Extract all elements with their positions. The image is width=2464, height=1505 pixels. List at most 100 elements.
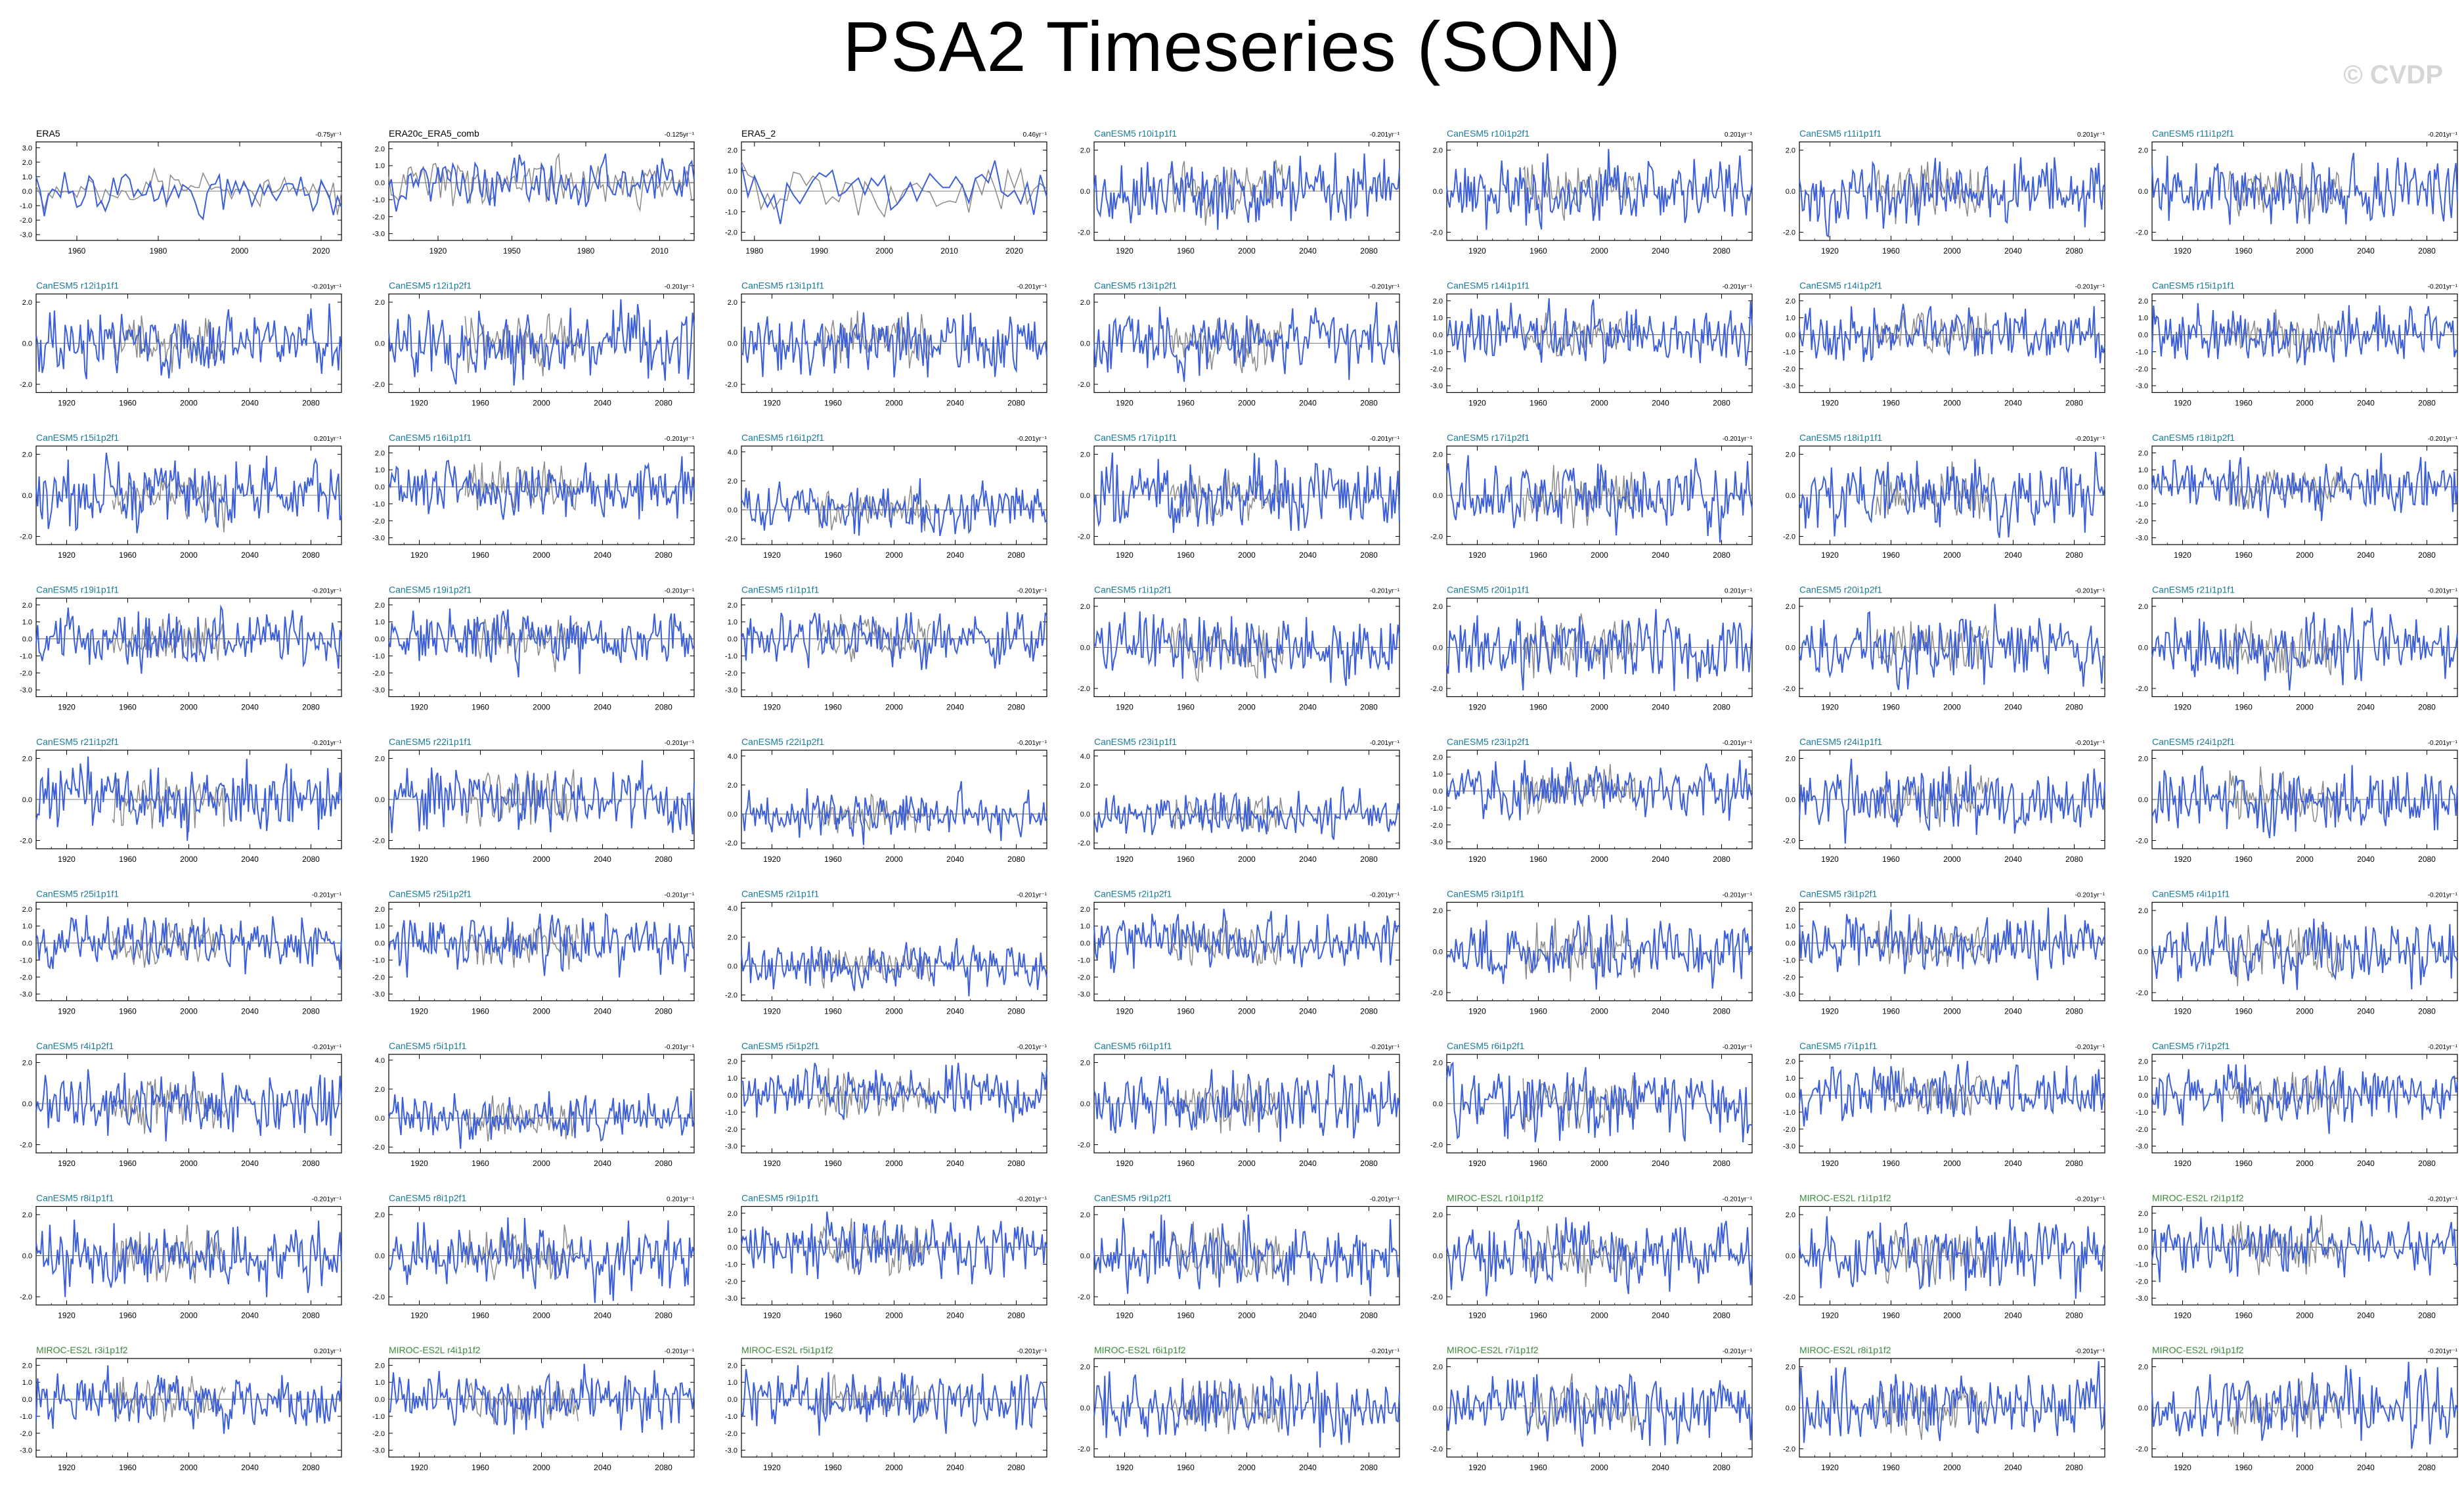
x-tick-label: 1980: [150, 246, 167, 256]
trend-label: -0.201yr⁻¹: [1370, 131, 1400, 139]
y-tick-label: 0.0: [1080, 1100, 1090, 1108]
trend-label: -0.201yr⁻¹: [1017, 892, 1047, 899]
series-line: [1446, 298, 1753, 367]
panel-title: CanESM5 r18i1p2f1: [2152, 432, 2235, 443]
y-tick-label: 2.0: [1786, 603, 1795, 611]
y-tick-label: 2.0: [728, 1210, 737, 1218]
panel-title: CanESM5 r21i1p2f1: [36, 736, 119, 747]
x-tick-label: 2040: [2357, 1463, 2375, 1472]
x-tick-label: 2080: [1360, 1007, 1378, 1016]
trend-label: -0.201yr⁻¹: [2075, 436, 2105, 443]
y-tick-label: 1.0: [375, 466, 385, 474]
chart-panel: CanESM5 r25i1p1f1 -0.201yr⁻¹ 2.0 1.0 0.0 -1.0…: [20, 889, 342, 1016]
x-tick-label: 2080: [2418, 1463, 2436, 1472]
trend-label: -0.201yr⁻¹: [312, 284, 342, 291]
x-tick-label: 1920: [58, 703, 76, 712]
trend-label: 0.201yr⁻¹: [314, 436, 342, 443]
panel-title: MIROC-ES2L r7i1p1f2: [1447, 1345, 1539, 1355]
x-tick-label: 1920: [58, 550, 76, 560]
panel-title: ERA5: [36, 128, 60, 139]
chart-panel: CanESM5 r19i1p2f1 -0.201yr⁻¹ 2.0 1.0 0.0 -1.0…: [372, 585, 695, 712]
x-tick-label: 1960: [2235, 1007, 2253, 1016]
y-tick-label: 0.0: [375, 1396, 385, 1404]
obs-series-line: [2228, 621, 2342, 675]
y-tick-label: -3.0: [372, 1447, 385, 1455]
page-title: PSA2 Timeseries (SON): [843, 7, 1621, 86]
x-tick-label: 2000: [1238, 246, 1256, 256]
obs-series-line: [112, 618, 227, 661]
x-tick-label: 2040: [241, 1159, 259, 1168]
x-tick-label: 2080: [1007, 855, 1025, 864]
chart-panel: CanESM5 r8i1p2f1 0.201yr⁻¹ 2.0 0.0 -2.0 1920 1…: [372, 1193, 695, 1320]
x-tick-label: 1960: [2235, 1311, 2253, 1320]
x-tick-label: 1960: [2235, 1463, 2253, 1472]
x-tick-label: 1960: [119, 1311, 137, 1320]
series-line: [1093, 453, 1400, 533]
y-tick-label: 2.0: [22, 906, 32, 914]
x-tick-label: 1960: [119, 1463, 137, 1472]
panel-title: MIROC-ES2L r5i1p1f2: [741, 1345, 833, 1355]
y-tick-label: -3.0: [20, 991, 32, 999]
y-tick-label: -2.0: [725, 840, 737, 847]
x-tick-label: 2000: [885, 1159, 903, 1168]
x-tick-label: 2000: [2296, 855, 2314, 864]
y-tick-label: 0.0: [375, 636, 385, 644]
x-tick-label: 2020: [1005, 246, 1023, 256]
x-tick-label: 2040: [594, 1463, 611, 1472]
y-tick-label: -3.0: [1783, 382, 1795, 390]
x-tick-label: 2040: [946, 1311, 964, 1320]
x-tick-label: 2040: [946, 399, 964, 408]
obs-series-line: [1875, 918, 1990, 967]
x-tick-label: 1920: [2174, 1311, 2191, 1320]
x-tick-label: 2080: [2065, 1007, 2083, 1016]
x-tick-label: 1960: [2235, 1159, 2253, 1168]
plot-frame: [388, 901, 695, 1002]
chart-panel: MIROC-ES2L r7i1p1f2 -0.201yr⁻¹ 2.0 0.0 -2.0 1…: [1430, 1345, 1753, 1472]
x-tick-label: 2000: [1238, 399, 1256, 408]
y-tick-label: -3.0: [2136, 535, 2148, 543]
y-tick-label: 4.0: [728, 449, 737, 457]
x-tick-label: 1960: [1882, 550, 1900, 560]
chart-panel: MIROC-ES2L r5i1p1f2 -0.201yr⁻¹ 2.0 1.0 0.0 -1…: [725, 1345, 1047, 1472]
x-tick-label: 1960: [824, 1007, 842, 1016]
chart-panel: CanESM5 r5i1p1f1 -0.201yr⁻¹ 4.0 2.0 0.0 -2.0 1…: [372, 1041, 695, 1168]
x-tick-label: 2000: [1943, 399, 1961, 408]
y-tick-label: -2.0: [1430, 822, 1443, 830]
y-tick-label: 0.0: [2138, 1404, 2148, 1412]
x-tick-label: 2040: [1299, 550, 1317, 560]
y-tick-label: -2.0: [372, 213, 385, 221]
y-tick-label: 1.0: [728, 1379, 737, 1387]
x-tick-label: 1920: [1821, 246, 1839, 256]
x-tick-label: 1960: [1177, 399, 1195, 408]
series-line: [388, 608, 695, 678]
chart-panel: CanESM5 r25i1p2f1 -0.201yr⁻¹ 2.0 1.0 0.0 -1.0…: [372, 889, 695, 1016]
x-tick-label: 1960: [2235, 399, 2253, 408]
x-tick-label: 2080: [2065, 246, 2083, 256]
y-tick-label: 0.0: [1080, 492, 1090, 500]
y-tick-label: 0.0: [1786, 1092, 1795, 1100]
x-tick-label: 1960: [1529, 1007, 1547, 1016]
x-tick-label: 2080: [655, 1007, 672, 1016]
chart-panel: CanESM5 r6i1p1f1 -0.201yr⁻¹ 2.0 0.0 -2.0 1920…: [1078, 1041, 1400, 1168]
y-tick-label: 1.0: [2138, 1227, 2148, 1235]
x-tick-label: 1960: [1177, 1311, 1195, 1320]
x-tick-label: 2000: [1591, 1007, 1608, 1016]
x-tick-label: 2000: [180, 855, 198, 864]
y-tick-label: 0.0: [728, 1092, 737, 1100]
trend-label: -0.201yr⁻¹: [1017, 1348, 1047, 1355]
y-tick-label: -2.0: [2136, 838, 2148, 845]
plot-frame: [1446, 293, 1753, 393]
y-tick-label: 1.0: [2138, 466, 2148, 474]
y-tick-label: 1.0: [728, 1075, 737, 1083]
x-tick-label: 2040: [2004, 703, 2022, 712]
panel-title: CanESM5 r1i1p1f1: [741, 585, 820, 595]
x-tick-label: 2080: [2418, 1007, 2436, 1016]
y-tick-label: -1.0: [1783, 1109, 1795, 1117]
x-tick-label: 2080: [1007, 399, 1025, 408]
x-tick-label: 2040: [241, 399, 259, 408]
trend-label: 0.201yr⁻¹: [1725, 588, 1753, 595]
chart-panel: ERA20c_ERA5_comb -0.125yr⁻¹ 2.0 1.0 0.0 -1.0 -…: [372, 128, 695, 256]
x-tick-label: 1960: [1529, 855, 1547, 864]
y-tick-label: -3.0: [372, 686, 385, 694]
x-tick-label: 2080: [655, 550, 672, 560]
